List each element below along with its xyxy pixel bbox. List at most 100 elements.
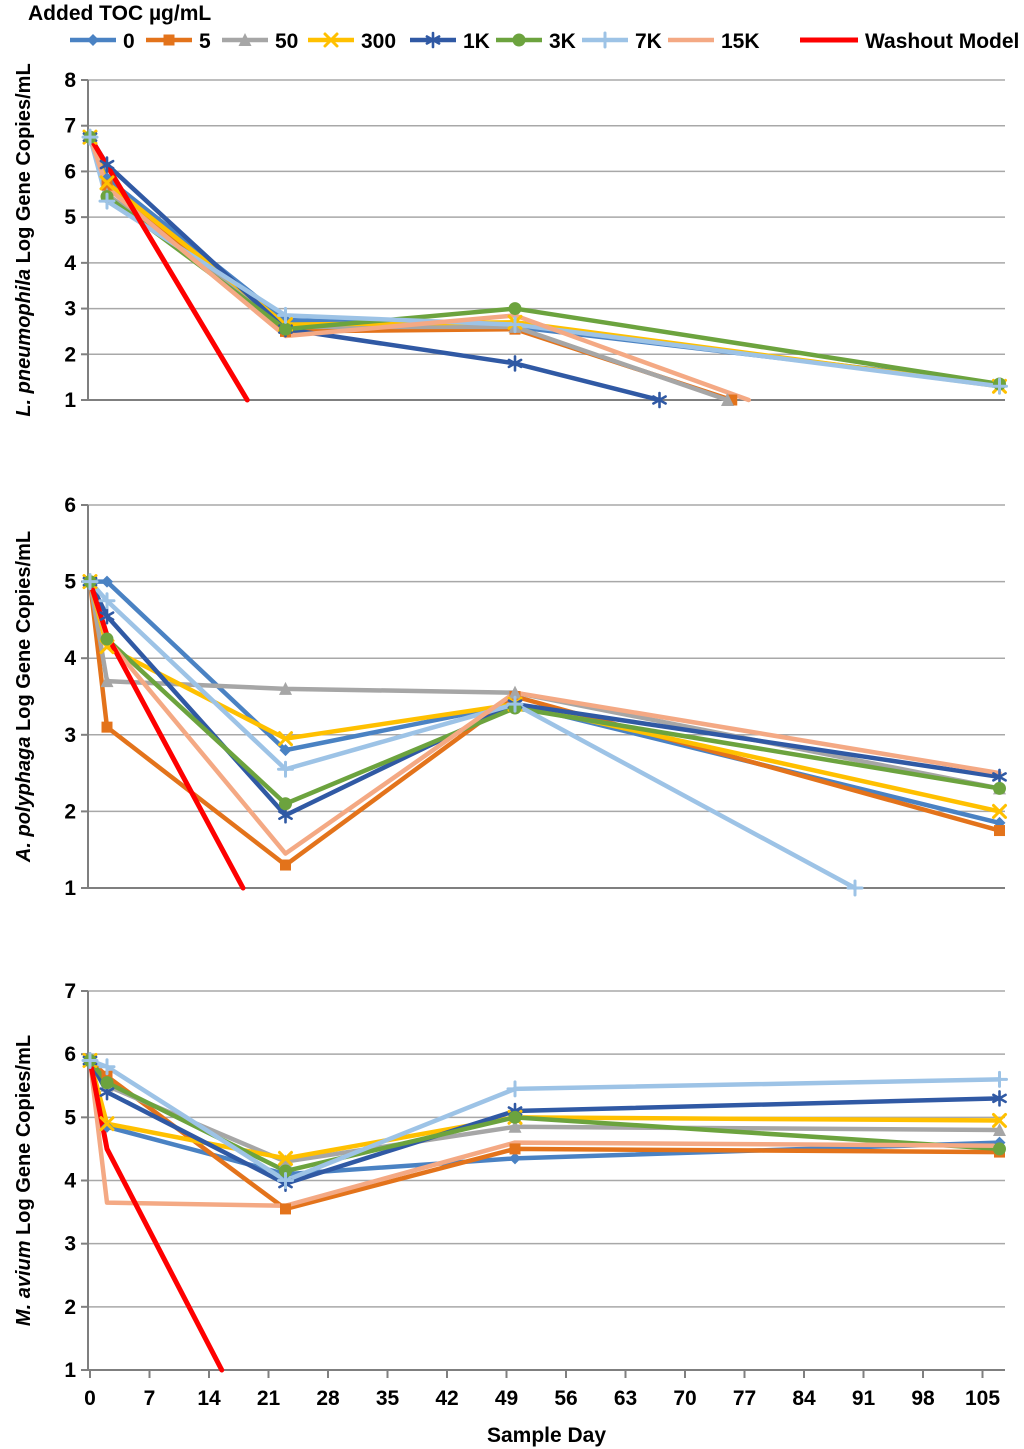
- series-marker-50-chart2: [279, 681, 292, 695]
- legend-label-0[interactable]: 0: [123, 30, 135, 53]
- series-marker-7K-chart3: [506, 1080, 524, 1098]
- legend-label-Washout Model[interactable]: Washout Model: [865, 30, 1019, 53]
- series-marker-50-chart3: [279, 1154, 292, 1168]
- series-line-15K-chart2: [87, 579, 1002, 856]
- series-marker-3K-chart3: [993, 1142, 1006, 1156]
- ytick-label-6-chart3: 6: [64, 1043, 76, 1066]
- series-marker-7K-chart3: [991, 1070, 1008, 1088]
- series-marker-50-chart2: [100, 674, 114, 688]
- series-marker-7K-chart2: [98, 592, 116, 610]
- series-marker-50-chart3: [993, 1122, 1006, 1136]
- series-line-Washout Model-chart3: [87, 1057, 225, 1373]
- xtick-label-28: 28: [316, 1387, 340, 1410]
- series-marker-7K-chart1: [277, 306, 294, 324]
- series-marker-1K-chart1: [507, 355, 523, 372]
- legend-marker-0: [87, 34, 99, 46]
- legend-marker-3K: [512, 33, 526, 47]
- series-marker-7K-chart1: [98, 192, 116, 210]
- series-marker-3K-chart3: [279, 1164, 292, 1178]
- series-marker-5-chart1: [726, 394, 738, 406]
- xtick-label-63: 63: [614, 1387, 637, 1410]
- series-line-1K-chart1: [87, 134, 662, 403]
- legend-marker-1K: [425, 31, 441, 49]
- ytick-label-2-chart1: 2: [64, 343, 76, 366]
- series-marker-1K-chart3: [992, 1090, 1007, 1107]
- series-line-5-chart2: [87, 579, 1002, 868]
- xtick-label-70: 70: [673, 1387, 696, 1410]
- xtick-label-42: 42: [435, 1387, 458, 1410]
- xtick-label-77: 77: [733, 1387, 756, 1410]
- series-line-0-chart1: [87, 134, 1002, 387]
- yaxis-title-chart1: L. pneumophila Log Gene Copies/mL: [13, 63, 35, 416]
- series-marker-3K-chart3: [100, 1076, 114, 1090]
- legend-label-5[interactable]: 5: [199, 30, 211, 53]
- series-marker-7K-chart3: [81, 1051, 99, 1069]
- series-marker-300-chart1: [99, 175, 115, 191]
- ytick-label-4-chart3: 4: [64, 1170, 76, 1193]
- series-marker-1K-chart2: [992, 768, 1007, 786]
- ytick-label-2-chart2: 2: [64, 800, 76, 823]
- series-marker-3K-chart2: [993, 781, 1006, 795]
- series-line-50-chart1: [87, 134, 730, 403]
- legend-marker-300: [323, 32, 339, 48]
- legend-marker-5: [163, 34, 175, 46]
- ytick-label-3-chart3: 3: [64, 1233, 76, 1256]
- series-marker-7K-chart1: [81, 128, 99, 146]
- series-marker-3K-chart2: [279, 797, 292, 811]
- yaxis-title-chart3: M. avium Log Gene Copies/mL: [13, 1035, 35, 1326]
- legend-label-7K[interactable]: 7K: [635, 30, 662, 53]
- ytick-label-6-chart1: 6: [64, 160, 76, 183]
- xtick-label-14: 14: [197, 1387, 221, 1410]
- series-line-3K-chart1: [87, 134, 1002, 387]
- series-marker-0-chart2: [101, 575, 113, 588]
- series-marker-5-chart1: [101, 179, 113, 191]
- series-marker-5-chart2: [280, 859, 291, 871]
- legend-label-3K[interactable]: 3K: [549, 30, 576, 53]
- legend-label-50[interactable]: 50: [275, 30, 298, 53]
- series-marker-50-chart3: [508, 1119, 522, 1133]
- ytick-label-8-chart1: 8: [64, 69, 76, 92]
- ytick-label-3-chart1: 3: [64, 298, 76, 321]
- ytick-label-4-chart1: 4: [64, 252, 76, 275]
- legend-label-15K[interactable]: 15K: [721, 30, 760, 53]
- legend-title: Added TOC µg/mL: [28, 2, 212, 25]
- xaxis-title: Sample Day: [487, 1424, 606, 1447]
- series-marker-300-chart3: [99, 1116, 115, 1132]
- series-marker-1K-chart1: [99, 156, 115, 173]
- ytick-label-5-chart2: 5: [64, 571, 76, 594]
- series-marker-0-chart2: [279, 744, 292, 757]
- series-line-Washout Model-chart1: [87, 134, 250, 403]
- legend-label-1K[interactable]: 1K: [463, 30, 490, 53]
- series-marker-5-chart2: [994, 825, 1005, 837]
- legend-marker-50: [238, 33, 252, 46]
- series-marker-50-chart1: [721, 393, 734, 406]
- series-marker-7K-chart1: [991, 377, 1008, 395]
- series-marker-7K-chart2: [846, 879, 864, 897]
- ytick-label-5-chart1: 5: [64, 206, 76, 229]
- series-marker-1K-chart1: [652, 391, 667, 409]
- ytick-label-7-chart1: 7: [64, 115, 76, 138]
- ytick-label-4-chart2: 4: [64, 647, 76, 670]
- series-marker-7K-chart2: [81, 573, 99, 591]
- ytick-label-1-chart3: 1: [64, 1359, 76, 1382]
- ytick-label-6-chart2: 6: [64, 494, 76, 517]
- series-marker-300-chart2: [992, 803, 1007, 819]
- series-marker-300-chart3: [278, 1150, 293, 1166]
- xtick-label-84: 84: [792, 1387, 816, 1410]
- xtick-label-0: 0: [84, 1387, 96, 1410]
- xtick-label-7: 7: [144, 1387, 156, 1410]
- series-line-300-chart1: [87, 134, 1002, 389]
- series-marker-3K-chart3: [508, 1110, 522, 1124]
- xtick-label-56: 56: [554, 1387, 577, 1410]
- ytick-label-1-chart2: 1: [64, 877, 76, 900]
- series-marker-5-chart2: [101, 721, 113, 733]
- series-marker-1K-chart2: [99, 607, 115, 625]
- legend-label-300[interactable]: 300: [361, 30, 396, 53]
- ytick-label-1-chart1: 1: [64, 389, 76, 412]
- legend-marker-7K: [596, 31, 614, 49]
- series-marker-300-chart2: [278, 731, 293, 747]
- yaxis-title-chart2: A. polyphaga Log Gene Copies/mL: [13, 531, 35, 863]
- series-marker-0-chart3: [101, 1120, 113, 1133]
